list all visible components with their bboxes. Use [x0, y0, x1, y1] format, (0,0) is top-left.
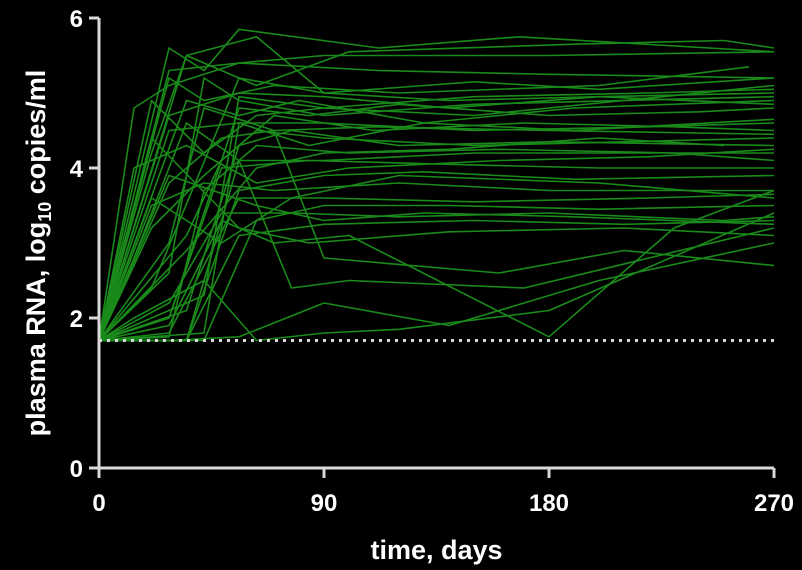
y-tick-label-2: 2 — [70, 306, 83, 333]
y-axis-title: plasma RNA, log10 copies/ml — [21, 70, 55, 437]
series-line-38 — [98, 92, 775, 341]
series-line-27 — [99, 242, 775, 342]
series-layer — [98, 28, 775, 342]
y-axis-title-main: plasma RNA, log — [21, 222, 51, 437]
series-line-21 — [98, 212, 775, 342]
y-axis-title-subscript: 10 — [35, 202, 55, 222]
y-tick-label-0: 0 — [70, 456, 83, 483]
series-line-4 — [98, 62, 775, 341]
series-line-16 — [98, 159, 774, 342]
y-tick-label-6: 6 — [70, 6, 83, 33]
axes — [89, 16, 776, 478]
series-line-35 — [98, 137, 775, 341]
y-axis-title-tail: copies/ml — [21, 70, 51, 202]
series-line-26 — [98, 212, 775, 342]
series-line-34 — [98, 174, 775, 341]
series-line-28 — [98, 84, 775, 341]
series-line-24 — [99, 159, 775, 342]
series-line-8 — [98, 99, 775, 341]
series-line-33 — [98, 114, 775, 342]
series-line-31 — [98, 174, 775, 341]
series-line-29 — [98, 118, 775, 341]
series-line-3 — [98, 39, 775, 341]
x-tick-label-180: 180 — [529, 490, 569, 517]
x-axis-title: time, days — [370, 535, 502, 565]
series-line-19 — [98, 193, 775, 342]
series-line-25 — [98, 189, 775, 342]
y-tick-label-4: 4 — [70, 156, 84, 183]
series-line-30 — [98, 144, 775, 341]
series-line-18 — [98, 182, 774, 341]
series-line-2 — [98, 28, 775, 341]
series-line-37 — [98, 137, 725, 342]
x-tick-label-90: 90 — [311, 490, 338, 517]
series-line-36 — [98, 88, 775, 342]
series-line-6 — [98, 66, 750, 341]
x-tick-label-270: 270 — [754, 490, 794, 517]
series-line-23 — [98, 107, 775, 341]
tick-labels: 0 2 4 6 0 90 180 270 — [70, 6, 794, 517]
x-tick-label-0: 0 — [92, 490, 105, 517]
